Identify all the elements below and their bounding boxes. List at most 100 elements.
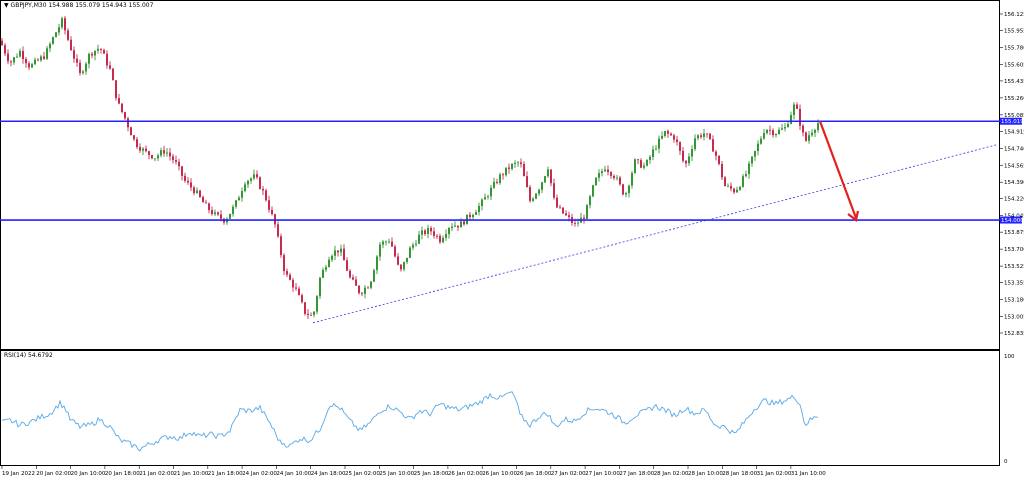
dropdown-arrow-icon[interactable]: ▼ <box>4 2 9 9</box>
candle <box>307 309 309 319</box>
candle <box>235 199 237 209</box>
candle <box>295 282 297 291</box>
candle <box>16 53 18 59</box>
candle <box>529 184 531 203</box>
candle <box>184 172 186 183</box>
time-tick-label: 31 Jan 02:00 <box>757 471 792 477</box>
time-tick-label: 20 Jan 02:00 <box>36 471 71 477</box>
candle <box>598 169 600 182</box>
candle <box>610 171 612 179</box>
time-tick-label: 20 Jan 18:00 <box>105 471 140 477</box>
candle <box>814 128 816 137</box>
candle <box>439 233 441 245</box>
candle <box>163 145 165 157</box>
candle <box>376 254 378 275</box>
trendline[interactable] <box>312 144 999 324</box>
rsi-line <box>2 391 819 452</box>
candle <box>166 148 168 157</box>
candle <box>682 146 684 163</box>
candle <box>148 150 150 160</box>
candle <box>517 160 519 167</box>
candle <box>22 46 24 64</box>
candle <box>199 189 201 198</box>
candle <box>109 61 111 70</box>
candle <box>136 136 138 150</box>
candle <box>784 123 786 132</box>
candle <box>229 213 231 220</box>
candle <box>391 237 393 248</box>
candle <box>616 174 618 181</box>
overlays-group <box>0 120 1000 324</box>
time-tick-label: 19 Jan 2022 <box>2 471 35 477</box>
candle <box>550 169 552 187</box>
candle <box>496 178 498 185</box>
candle <box>340 244 342 256</box>
candle <box>487 194 489 200</box>
candle <box>526 171 528 188</box>
candle <box>334 245 336 261</box>
support-price-tag-text: 154.000 <box>1001 218 1024 224</box>
candle <box>205 199 207 204</box>
candle <box>7 49 9 65</box>
resistance-price-tag-text: 155.019 <box>1001 119 1024 125</box>
candle <box>82 69 84 75</box>
candle <box>217 211 219 217</box>
price-tick-label: 153.700 <box>1004 247 1024 253</box>
candle <box>118 93 120 105</box>
candle <box>511 162 513 171</box>
candle <box>268 195 270 213</box>
candle <box>433 227 435 239</box>
candle <box>397 253 399 266</box>
candle <box>811 129 813 137</box>
candle <box>559 204 561 209</box>
candle <box>502 172 504 180</box>
candle <box>754 150 756 161</box>
candle <box>583 214 585 224</box>
candle <box>43 51 45 60</box>
rsi-pane[interactable] <box>0 350 1000 466</box>
candle <box>139 143 141 153</box>
candle <box>265 188 267 202</box>
candle <box>301 293 303 304</box>
candle <box>289 272 291 281</box>
candle <box>181 165 183 181</box>
candle <box>70 36 72 51</box>
candle <box>169 147 171 161</box>
candle <box>19 48 21 58</box>
time-tick-label: 21 Jan 18:00 <box>208 471 243 477</box>
candle <box>58 23 60 36</box>
candle <box>541 181 543 194</box>
candle <box>313 310 315 318</box>
candle <box>100 48 102 54</box>
candle <box>712 135 714 152</box>
candle <box>421 226 423 240</box>
candles-group <box>1 16 819 319</box>
candle <box>67 28 69 42</box>
candle <box>253 169 255 181</box>
time-tick-label: 27 Jan 18:00 <box>619 471 654 477</box>
candle <box>661 131 663 140</box>
candle <box>121 103 123 114</box>
candle <box>1 37 3 46</box>
price-tick-label: 155.605 <box>1004 62 1024 68</box>
candle <box>628 184 630 198</box>
candle <box>364 285 366 299</box>
candle <box>796 102 798 110</box>
candle <box>694 134 696 152</box>
candle <box>367 285 369 289</box>
price-tick-label: 152.835 <box>1004 331 1024 337</box>
candle <box>490 184 492 201</box>
candle <box>457 225 459 231</box>
candle <box>622 183 624 196</box>
candle <box>733 187 735 195</box>
candle <box>127 116 129 132</box>
candle <box>790 111 792 125</box>
candle <box>403 261 405 272</box>
candle <box>409 246 411 259</box>
rsi-axis: 100 0 <box>1004 354 1015 465</box>
candle <box>601 168 603 177</box>
time-tick-label: 28 Jan 02:00 <box>654 471 689 477</box>
candle <box>133 134 135 142</box>
